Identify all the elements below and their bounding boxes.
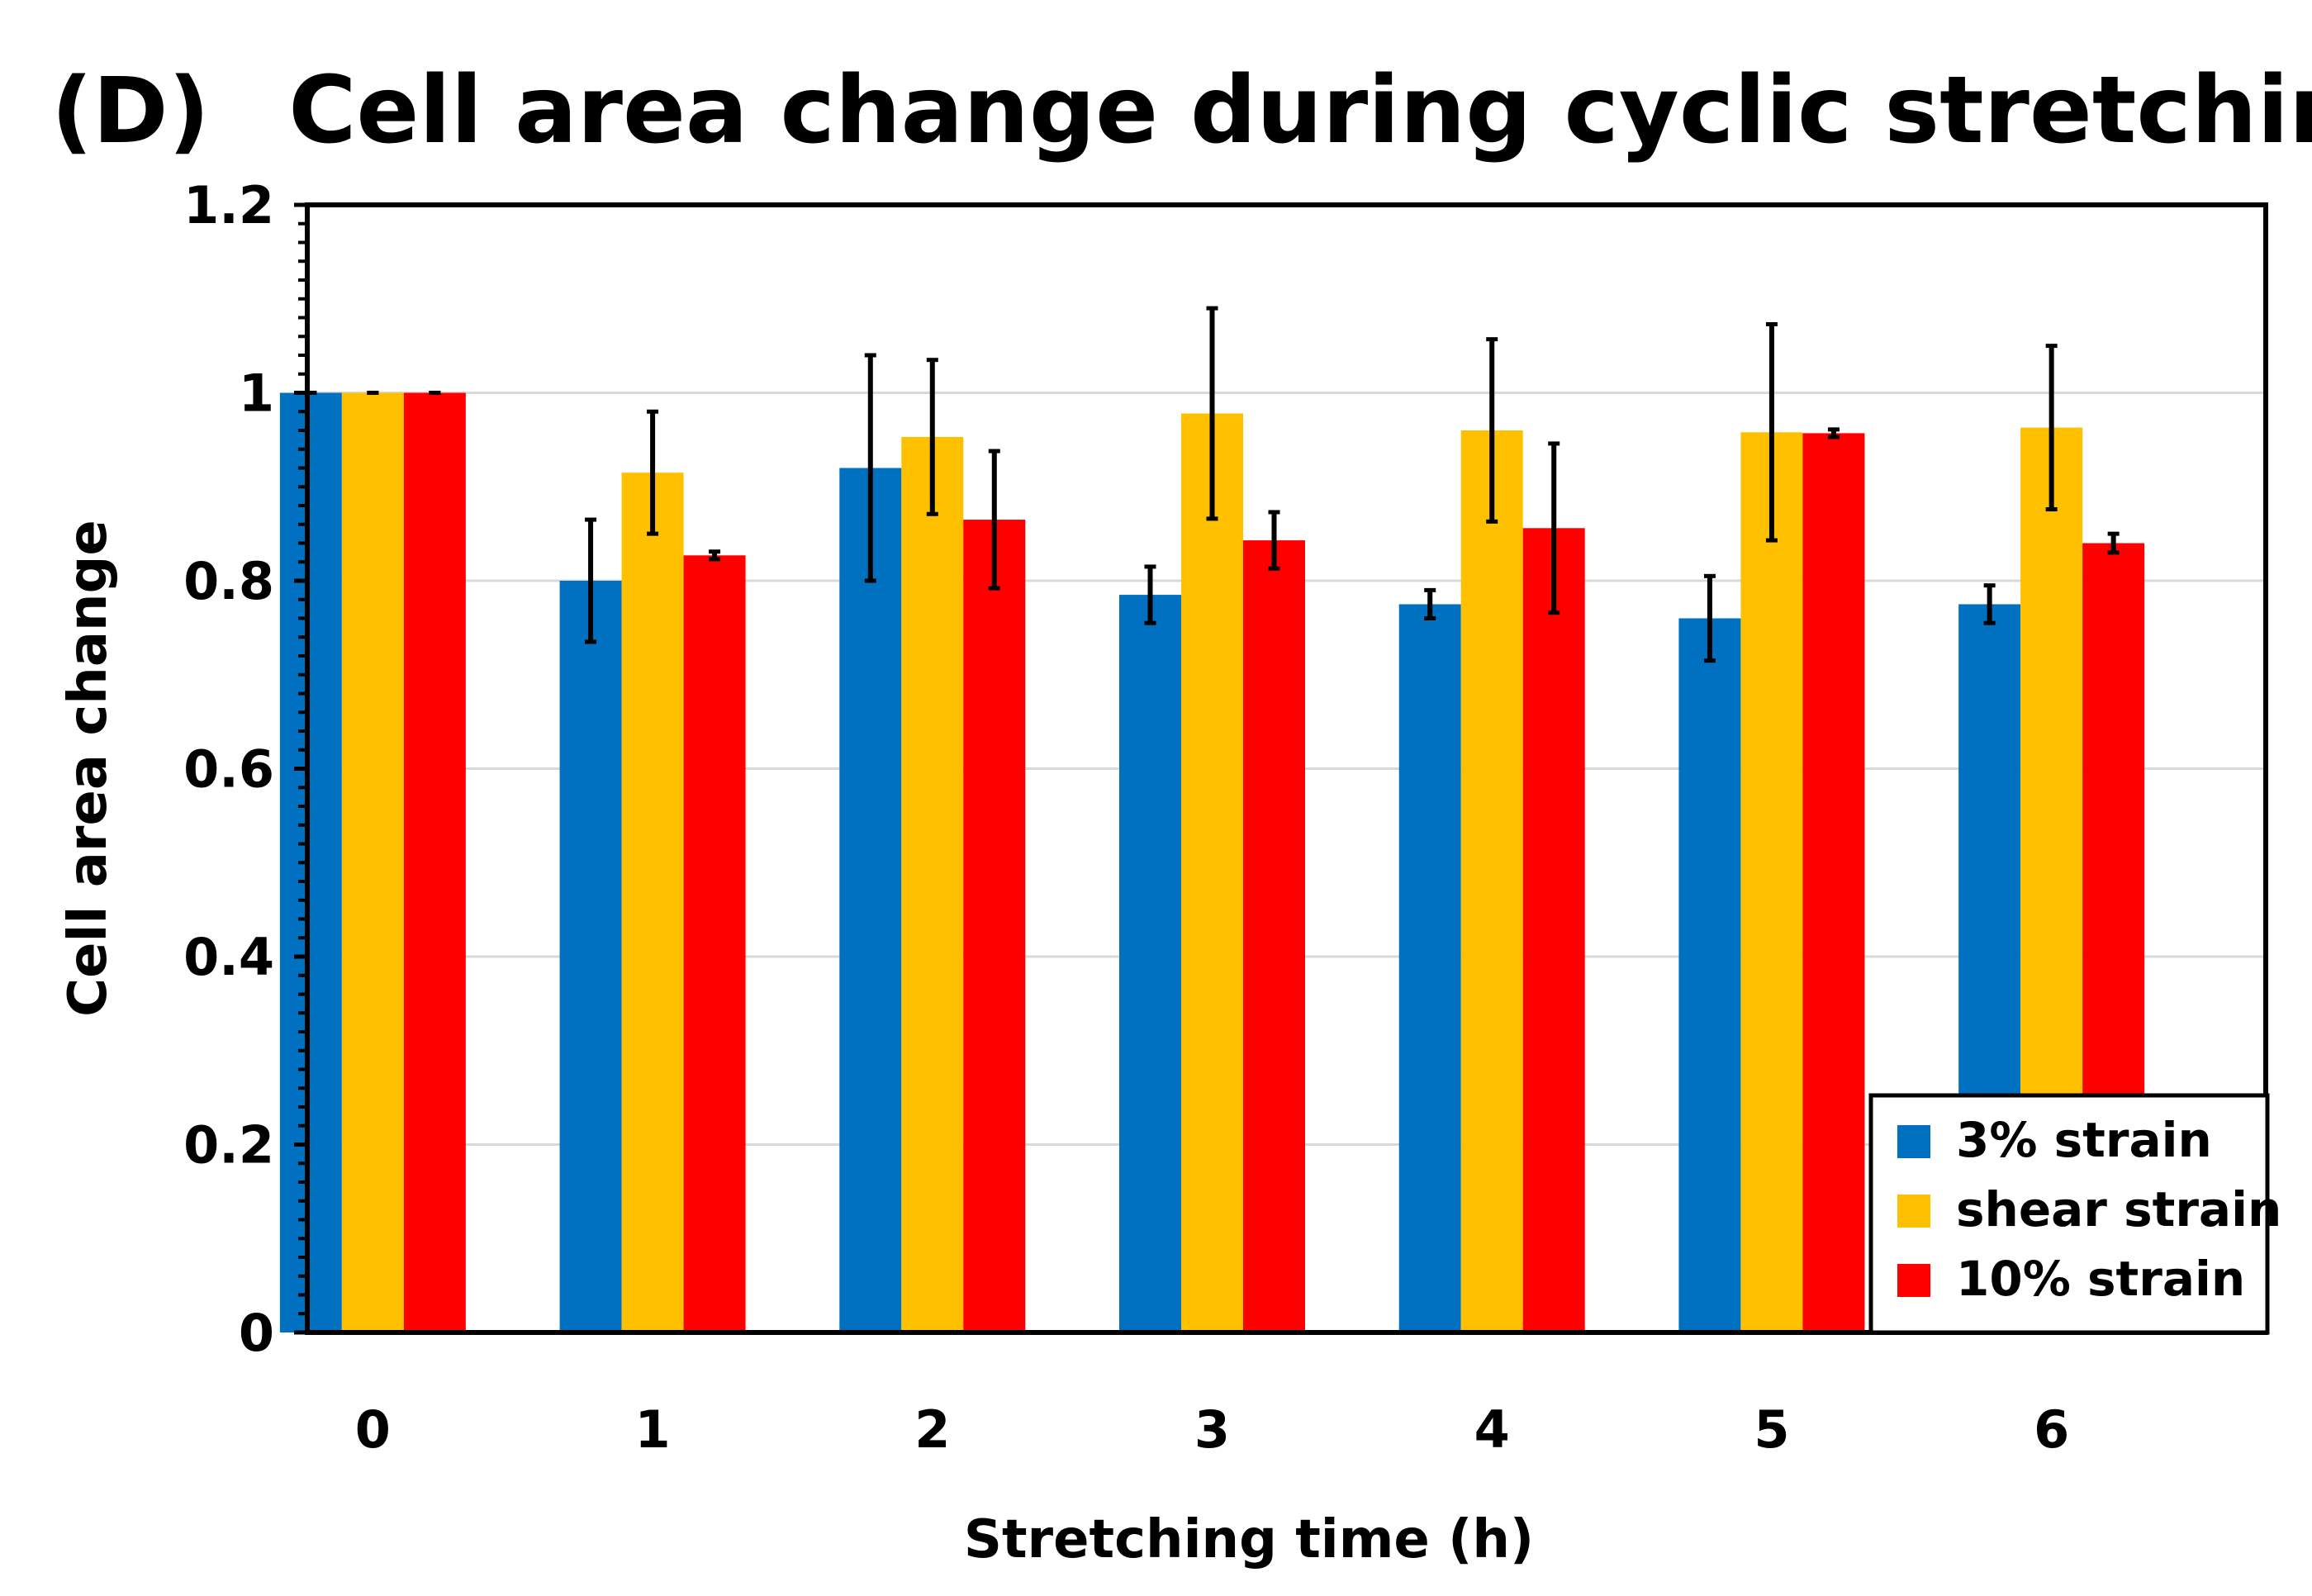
bar [1678,618,1741,1332]
legend-swatch [1897,1195,1930,1228]
x-axis: 0 1 2 3 4 5 6 [355,1399,2069,1460]
x-tick-label: 1 [635,1399,671,1460]
x-tick-label: 6 [2034,1399,2069,1460]
bars [279,392,2145,1332]
y-tick-label: 0.6 [183,739,274,800]
panel-label: (D) [51,58,210,164]
legend-swatch [1897,1264,1930,1297]
bar [621,473,684,1332]
legend-label: shear strain [1956,1181,2281,1237]
legend-box [1868,1093,2270,1335]
x-tick-label: 5 [1754,1399,1789,1460]
bar [1460,430,1523,1332]
bar [341,392,404,1332]
bar [1243,540,1305,1332]
bar [1802,433,1865,1332]
x-tick-label: 3 [1194,1399,1230,1460]
bar [901,436,964,1332]
legend-label: 10% strain [1956,1251,2245,1307]
y-axis: 0 0.2 0.4 0.6 0.8 1 1.2 [183,175,307,1363]
bar [683,555,746,1332]
x-tick-label: 0 [355,1399,391,1460]
y-tick-label: 1 [239,363,274,424]
bar [279,392,342,1332]
legend-label: 3% strain [1956,1112,2212,1168]
x-tick-label: 4 [1474,1399,1510,1460]
bar [1181,413,1243,1332]
legend-swatch [1897,1125,1930,1158]
x-axis-label: Stretching time (h) [964,1509,1534,1570]
bar [1522,528,1585,1332]
bar [559,581,622,1332]
chart-title: Cell area change during cyclic stretchin… [288,57,2312,164]
bar [403,392,466,1332]
error-bars [305,306,2120,663]
bar [963,520,1026,1332]
y-tick-label: 1.2 [183,175,274,235]
y-tick-label: 0 [239,1303,274,1363]
y-tick-label: 0.4 [183,927,274,987]
bar [1398,604,1461,1332]
legend: 3% strain shear strain 10% strain [1868,1093,2281,1335]
x-tick-label: 2 [914,1399,950,1460]
y-tick-label: 0.2 [183,1115,274,1176]
bar [839,468,902,1332]
y-tick-label: 0.8 [183,551,274,611]
y-axis-label: Cell area change [58,520,119,1017]
bar [1740,432,1803,1332]
bar [1119,595,1181,1332]
